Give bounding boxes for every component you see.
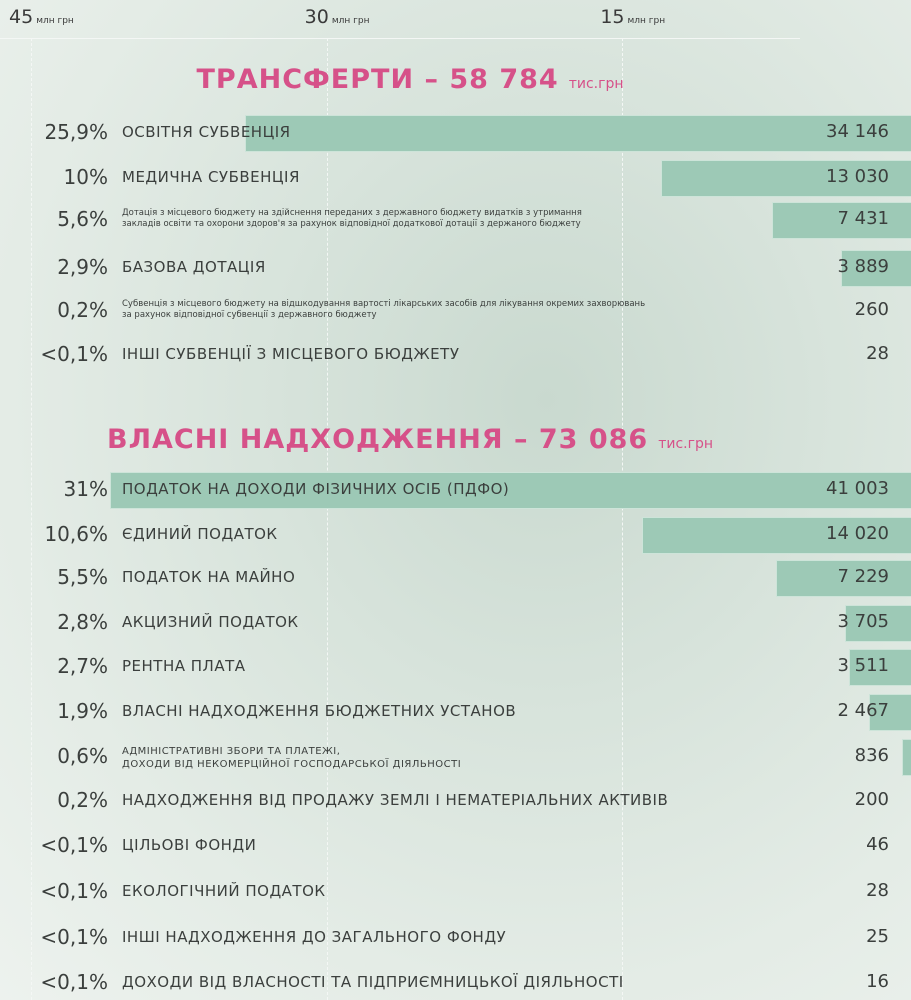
bar — [661, 160, 911, 197]
share: 2,7% — [57, 654, 108, 678]
bar — [848, 649, 911, 686]
value-label: 7 431 — [837, 208, 889, 229]
section-total: ТРАНСФЕРТИ – 58 784 — [196, 64, 559, 95]
section-title: ТРАНСФЕРТИ – 58 784 тис.грн — [0, 64, 820, 95]
value-label: 200 — [854, 789, 889, 810]
bar — [901, 739, 911, 776]
axis-line — [0, 38, 800, 39]
value-label: 13 030 — [826, 166, 889, 187]
share: <0,1% — [40, 970, 108, 994]
tick-unit: млн грн — [36, 16, 74, 26]
category-label: ЦІЛЬОВІ ФОНДИ — [122, 836, 257, 854]
value-label: 3 705 — [837, 611, 889, 632]
value-label: 25 — [866, 926, 889, 947]
share: 2,9% — [57, 255, 108, 279]
value-label: 3 511 — [837, 655, 889, 676]
x-tick-label: 45 млн грн — [9, 6, 74, 28]
tick-unit: млн грн — [627, 16, 666, 26]
category-label: МЕДИЧНА СУБВЕНЦІЯ — [122, 168, 300, 186]
category-label: РЕНТНА ПЛАТА — [122, 657, 246, 675]
category-label: АКЦИЗНИЙ ПОДАТОК — [122, 613, 299, 631]
value-label: 46 — [866, 834, 889, 855]
share: 0,2% — [57, 788, 108, 812]
category-label: ІНШІ СУБВЕНЦІЇ З МІСЦЕВОГО БЮДЖЕТУ — [122, 345, 460, 363]
share: 5,5% — [57, 565, 108, 589]
bar — [869, 694, 911, 731]
category-label: БАЗОВА ДОТАЦІЯ — [122, 258, 266, 276]
grid-line — [622, 38, 624, 1000]
value-label: 41 003 — [826, 478, 889, 499]
grid-line — [31, 38, 32, 1000]
bar — [844, 605, 911, 642]
section-title: ВЛАСНІ НАДХОДЖЕННЯ – 73 086 тис.грн — [0, 424, 820, 455]
section-unit: тис.грн — [568, 76, 624, 92]
category-label: ПОДАТОК НА МАЙНО — [122, 568, 296, 586]
category-label: АДМІНІСТРАТИВНІ ЗБОРИ ТА ПЛАТЕЖІ, ДОХОДИ… — [122, 746, 462, 770]
value-label: 34 146 — [826, 121, 889, 142]
category-label: ЄДИНИЙ ПОДАТОК — [122, 525, 278, 543]
share: <0,1% — [40, 833, 108, 857]
share: 10% — [63, 165, 108, 189]
tick-unit: млн грн — [331, 16, 370, 26]
value-label: 260 — [854, 299, 889, 320]
category-label: Дотація з місцевого бюджету на здійсненн… — [122, 208, 582, 229]
x-tick-label: 15 млн грн — [600, 6, 665, 28]
share: 25,9% — [44, 120, 108, 144]
value-label: 28 — [866, 880, 889, 901]
bar — [841, 250, 911, 287]
value-label: 836 — [854, 745, 889, 766]
x-tick-label: 30 млн грн — [305, 6, 370, 28]
category-label: ЕКОЛОГІЧНИЙ ПОДАТОК — [122, 882, 326, 900]
category-label: ДОХОДИ ВІД ВЛАСНОСТІ ТА ПІДПРИЄМНИЦЬКОЇ … — [122, 973, 624, 991]
value-label: 3 889 — [837, 256, 889, 277]
category-label: ОСВІТНЯ СУБВЕНЦІЯ — [122, 123, 291, 141]
value-label: 16 — [866, 971, 889, 992]
tick-value: 15 — [600, 6, 625, 28]
tick-value: 45 — [9, 6, 34, 28]
value-label: 7 229 — [837, 566, 889, 587]
category-label: ІНШІ НАДХОДЖЕННЯ ДО ЗАГАЛЬНОГО ФОНДУ — [122, 928, 507, 946]
share: <0,1% — [40, 342, 108, 366]
bar — [775, 560, 911, 597]
bar — [641, 517, 911, 554]
value-label: 14 020 — [826, 523, 889, 544]
share: 2,8% — [57, 610, 108, 634]
category-label: Субвенція з місцевого бюджету на відшкод… — [122, 299, 646, 320]
bar — [244, 115, 911, 152]
share: <0,1% — [40, 879, 108, 903]
value-label: 28 — [866, 343, 889, 364]
tick-value: 30 — [304, 6, 329, 28]
section-total: ВЛАСНІ НАДХОДЖЕННЯ – 73 086 — [106, 424, 649, 455]
share: <0,1% — [40, 925, 108, 949]
grid-line — [326, 38, 328, 1000]
share: 1,9% — [57, 699, 108, 723]
bar — [771, 202, 911, 239]
share: 31% — [63, 477, 108, 501]
share: 0,2% — [57, 298, 108, 322]
bar — [109, 472, 911, 509]
category-label: ПОДАТОК НА ДОХОДИ ФІЗИЧНИХ ОСІБ (ПДФО) — [122, 480, 510, 498]
share: 10,6% — [44, 522, 108, 546]
section-unit: тис.грн — [658, 436, 714, 452]
share: 5,6% — [57, 207, 108, 231]
category-label: ВЛАСНІ НАДХОДЖЕННЯ БЮДЖЕТНИХ УСТАНОВ — [122, 702, 517, 720]
category-label: НАДХОДЖЕННЯ ВІД ПРОДАЖУ ЗЕМЛІ І НЕМАТЕРІ… — [122, 791, 669, 809]
share: 0,6% — [57, 744, 108, 768]
value-label: 2 467 — [837, 700, 889, 721]
